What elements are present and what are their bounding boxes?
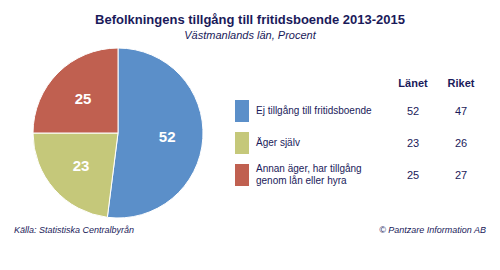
html-text:27: 27	[454, 168, 468, 181]
html-text:26: 26	[454, 136, 468, 149]
html-text:Äger själv: Äger själv	[256, 136, 300, 148]
svg-text:25: 25	[75, 90, 92, 107]
html-text:Länet: Länet	[398, 76, 428, 89]
html-text:Riket: Riket	[447, 76, 475, 89]
html-text:© Pantzare Information AB: © Pantzare Information AB	[379, 225, 486, 235]
html-text:Västmanlands län, Procent: Västmanlands län, Procent	[184, 29, 316, 41]
svg-text:52: 52	[159, 128, 176, 145]
html-text:Befolkningens tillgång till fr: Befolkningens tillgång till fritidsboend…	[95, 12, 405, 27]
html-text:25: 25	[406, 168, 420, 181]
html-text:Källa: Statistiska Centralbyrå: Källa: Statistiska Centralbyrån	[14, 225, 135, 235]
html-text:Ej tillgång till fritidsboende: Ej tillgång till fritidsboende	[256, 104, 372, 116]
svg-text:23: 23	[73, 157, 90, 174]
html-text:52: 52	[406, 104, 420, 117]
html-text:Annan äger, har tillgång genom: Annan äger, har tillgång genom lån eller…	[256, 162, 362, 186]
html-text:23: 23	[406, 136, 420, 149]
html-text:47: 47	[454, 104, 468, 117]
